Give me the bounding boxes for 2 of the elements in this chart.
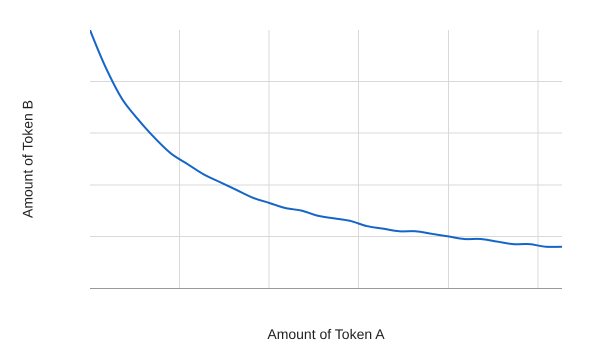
x-axis-title: Amount of Token A	[267, 326, 386, 342]
y-axis-title: Amount of Token B	[20, 100, 36, 218]
